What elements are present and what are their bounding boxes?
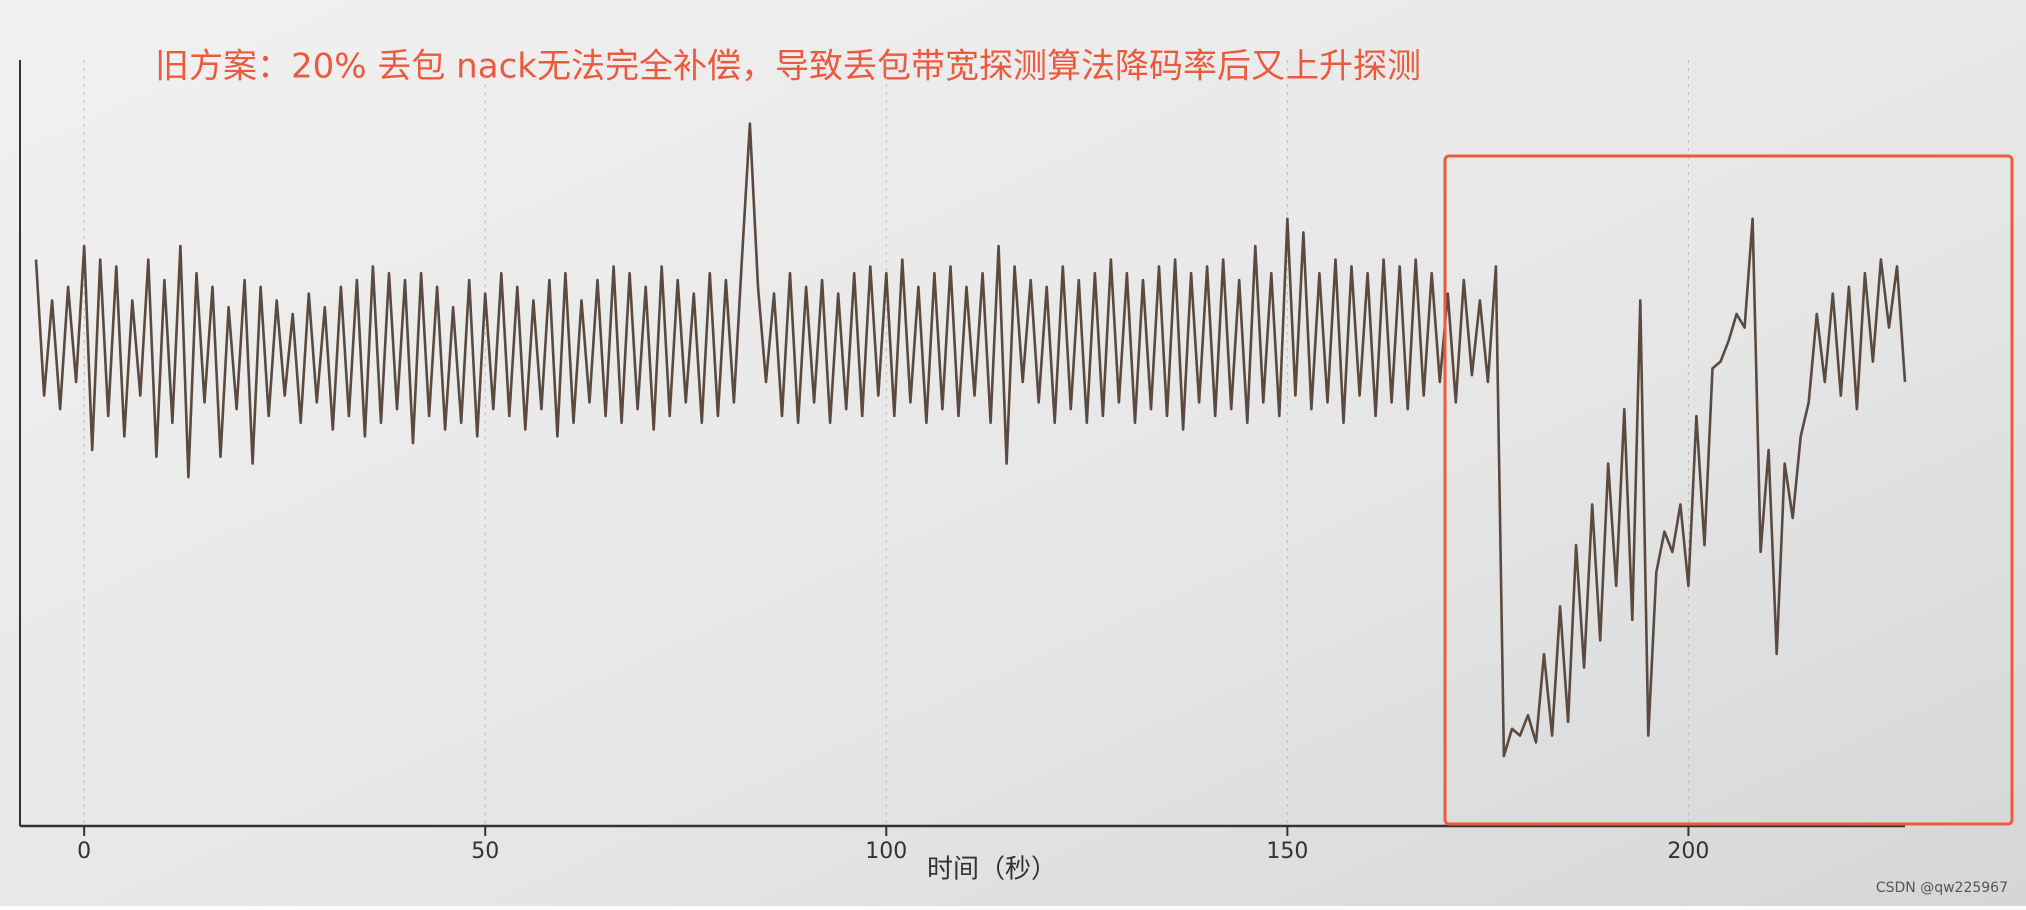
x-tick-label: 100 bbox=[865, 839, 907, 864]
x-tick-label: 0 bbox=[77, 839, 91, 864]
highlight-box bbox=[1443, 154, 2014, 826]
line-series bbox=[34, 122, 1907, 758]
x-tick-label: 200 bbox=[1667, 839, 1709, 864]
x-axis-label: 时间（秒） bbox=[927, 855, 1057, 885]
x-tick-label: 150 bbox=[1266, 839, 1308, 864]
x-tick-label: 50 bbox=[471, 839, 499, 864]
watermark: CSDN @qw225967 bbox=[1876, 880, 2008, 896]
annotation: 旧方案：20% 丢包 nack无法完全补偿，导致丢包带宽探测算法降码率后又上升探… bbox=[155, 47, 1421, 87]
